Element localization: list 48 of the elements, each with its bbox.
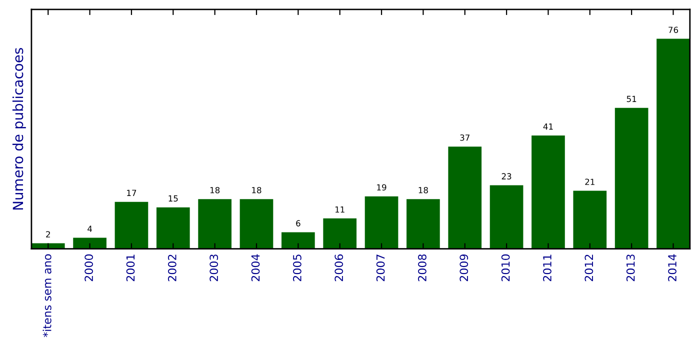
x-tick-label: 2007 [376,254,385,282]
x-tick-label: 2003 [210,254,218,282]
bar [156,207,190,249]
data-label: 18 [210,186,220,194]
x-tick-label: 2012 [584,254,594,282]
data-label: 76 [668,26,678,34]
bar [406,199,440,249]
data-label: 51 [626,96,636,102]
x-tick-label: 2004 [251,254,260,282]
x-tick-label: 2005 [292,254,302,282]
data-label: 4 [88,226,92,232]
data-label: 2 [46,231,50,238]
data-label: 18 [252,186,262,194]
bar [614,108,648,249]
data-label: 21 [585,178,594,185]
bar [114,202,148,249]
bar [448,146,482,249]
data-label: 37 [460,134,470,141]
x-tick-label: 2009 [460,254,468,282]
data-label: 15 [168,195,178,202]
x-tick-label: 2011 [543,254,552,282]
bar [532,136,565,249]
x-tick-label: 2002 [168,254,176,282]
x-tick-label: 2013 [626,254,635,282]
x-tick-label: 2014 [668,254,676,282]
bar [364,196,398,249]
x-tick-label: 2006 [334,254,344,282]
x-tick-label: 2000 [84,254,94,282]
data-label: 6 [296,220,300,226]
bar [198,199,232,249]
x-tick-label: 2010 [501,254,510,282]
data-label: 11 [335,206,344,213]
bar [73,238,106,249]
bar [656,38,690,249]
data-label: 41 [543,124,553,130]
data-label: 17 [127,190,136,196]
x-tick-label: 2001 [126,254,135,282]
y-axis-title: Numero de publicacoes [12,48,26,210]
bar [490,185,524,249]
data-label: 19 [377,184,386,191]
bar [323,218,357,249]
data-label: 18 [418,186,428,194]
x-tick-label: 2008 [418,254,426,282]
bar [573,190,607,249]
x-tick-label: *itens sem ano [42,254,52,338]
data-label: 23 [502,173,512,180]
bar [282,232,315,249]
bar [240,199,274,249]
